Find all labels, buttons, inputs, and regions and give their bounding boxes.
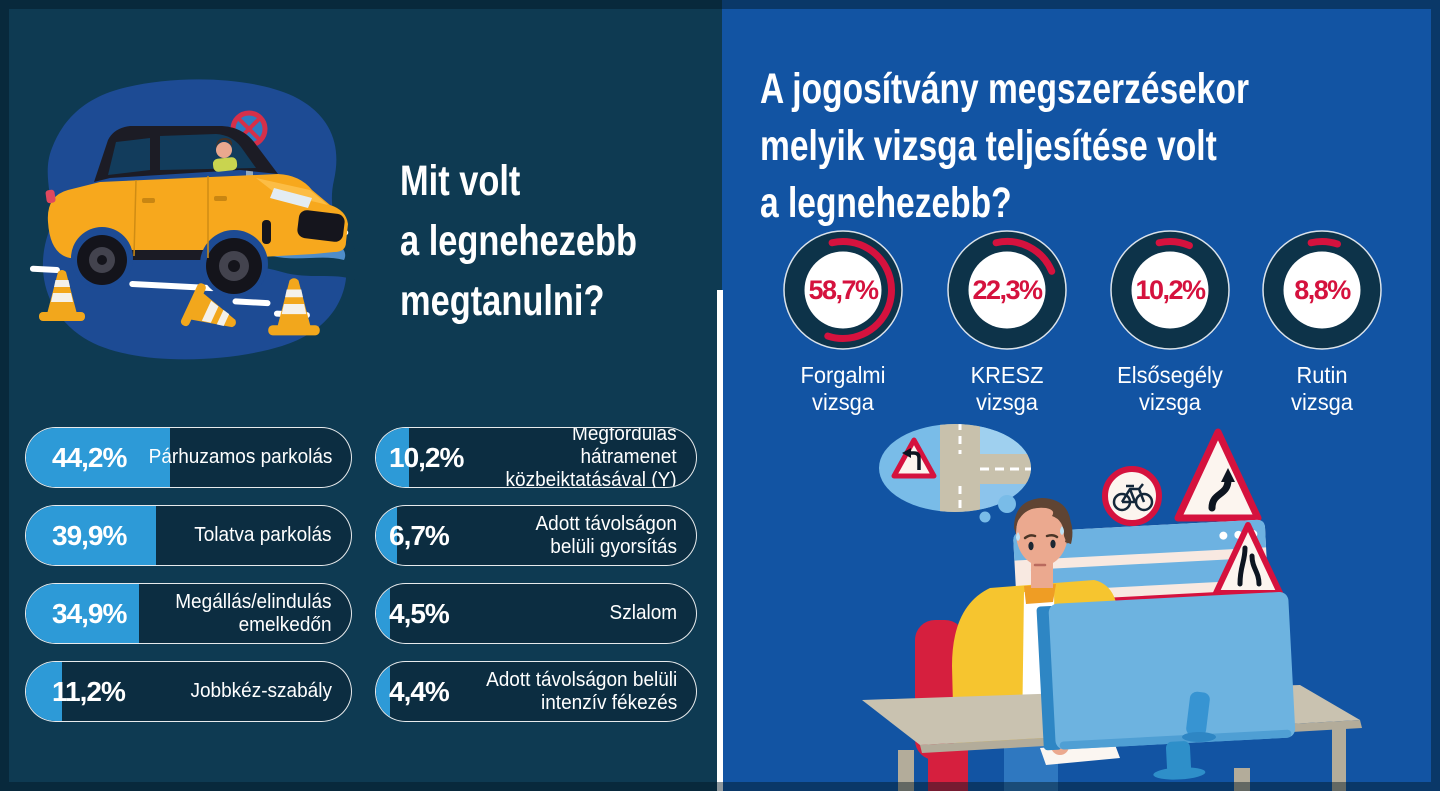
stat-pill-label: Megfordulás hátramenet közbeiktatásával (… <box>475 427 696 488</box>
stat-pill-label-line: közbeiktatásával (Y) <box>505 469 677 488</box>
car-practice-illustration <box>29 79 356 360</box>
gauge-label-line: Forgalmi <box>800 362 886 388</box>
stat-pill-fill <box>26 584 140 643</box>
rear-wheel <box>77 235 127 285</box>
stat-pill-label-line: Adott távolságon belüli <box>485 668 677 691</box>
gauge-label: Forgalmi vizsga <box>758 362 929 416</box>
stat-pill: 39,9% Tolatva parkolás <box>25 505 352 566</box>
phone-stand <box>1182 691 1216 742</box>
gauge-label: Elsősegély vizsga <box>1085 362 1256 416</box>
gauge-label-line: vizsga <box>976 389 1038 415</box>
suv-car <box>45 126 348 298</box>
gauge: 22,3% KRESZ vizsga <box>945 228 1069 415</box>
no-bicycles-sign <box>1102 466 1162 526</box>
left-title-line: megtanulni? <box>400 276 605 325</box>
road-narrows-warning-sign <box>1213 522 1283 596</box>
stat-pill-label: Megállás/elindulás emelkedőn <box>176 591 351 637</box>
stat-pill-fill <box>26 428 170 487</box>
stat-pill-label: Tolatva parkolás <box>195 524 351 547</box>
stat-pill-percent: 4,4% <box>389 675 450 707</box>
gauge-label-line: Elsősegély <box>1117 362 1223 388</box>
left-title-line: Mit volt <box>400 156 521 205</box>
stat-pill-fill <box>376 506 398 565</box>
right-title-line: melyik vizsga teljesítése volt <box>760 121 1217 170</box>
stat-pill-percent: 6,7% <box>389 519 450 551</box>
stat-pill-label: Jobbkéz-szabály <box>190 680 351 703</box>
right-panel: A jogosítvány megszerzésekor melyik vizs… <box>722 0 1440 791</box>
stat-pill-label-line: Adott távolságon <box>535 512 677 535</box>
stat-pill-fill <box>376 584 391 643</box>
gauge-label-line: vizsga <box>1291 389 1353 415</box>
gauge-label: Rutin vizsga <box>1237 362 1408 416</box>
right-title-line: a legnehezebb? <box>760 178 1012 227</box>
stat-pill-label-line: Megállás/elindulás <box>175 590 332 613</box>
stat-pill: 11,2% Jobbkéz-szabály <box>25 661 352 722</box>
gauge: 10,2% Elsősegély vizsga <box>1108 228 1232 415</box>
stat-pill-label-line: Megfordulás hátramenet <box>572 427 677 468</box>
stat-pill-label-line: intenzív fékezés <box>540 691 677 714</box>
gauge-ring <box>1262 230 1382 350</box>
gauge-percent: 58,7% <box>808 274 879 305</box>
stat-pill: 34,9% Megállás/elindulás emelkedőn <box>25 583 352 644</box>
stat-pill-label: Párhuzamos parkolás <box>148 446 351 469</box>
front-wheel <box>206 238 262 294</box>
stat-pill-label-line: Tolatva parkolás <box>194 524 332 546</box>
stat-pill-label-line: Párhuzamos parkolás <box>148 446 332 468</box>
stat-pill-fill <box>376 662 391 721</box>
gauge-label-line: vizsga <box>812 389 874 415</box>
curve-left-warning-sign <box>891 437 937 479</box>
stat-pill-percent: 34,9% <box>52 597 127 629</box>
left-panel: Mit volt a legnehezebb megtanulni? 44,2%… <box>0 0 722 791</box>
right-title-line: A jogosítvány megszerzésekor <box>760 64 1250 113</box>
stat-pill-label: Adott távolságon belüli intenzív fékezés <box>486 669 696 715</box>
right-title: A jogosítvány megszerzésekor melyik vizs… <box>760 61 1249 232</box>
stat-pill: 4,5% Szlalom <box>375 583 697 644</box>
stat-pill: 44,2% Párhuzamos parkolás <box>25 427 352 488</box>
stat-pill-label-line: Jobbkéz-szabály <box>190 680 332 702</box>
stat-pill: 6,7% Adott távolságon belüli gyorsítás <box>375 505 697 566</box>
computer-monitor <box>1036 591 1296 780</box>
panel-divider <box>717 290 723 791</box>
gauge-label-line: KRESZ <box>970 362 1044 388</box>
stat-pill-percent: 44,2% <box>52 441 127 473</box>
stat-pill-fill <box>26 662 63 721</box>
gauge: 58,7% Forgalmi vizsga <box>781 228 905 415</box>
left-title: Mit volt a legnehezebb megtanulni? <box>400 151 637 331</box>
gauge-ring <box>783 230 903 350</box>
gauge-percent: 8,8% <box>1294 274 1351 305</box>
left-title-line: a legnehezebb <box>400 216 638 265</box>
stat-pill-label-line: belüli gyorsítás <box>550 535 677 558</box>
bar-column-2: 10,2% Megfordulás hátramenet közbeiktatásá… <box>375 427 697 722</box>
gauge-ring <box>1110 230 1230 350</box>
driver <box>212 138 238 172</box>
stat-pill-percent: 39,9% <box>52 519 127 551</box>
stat-pill-label-line: emelkedőn <box>239 613 332 636</box>
bar-column-1: 44,2% Párhuzamos parkolás 39,9% Tolatva par… <box>25 427 352 722</box>
stat-pill-fill <box>376 428 409 487</box>
thought-bubble-intersection <box>879 424 1031 523</box>
gauge: 8,8% Rutin vizsga <box>1260 228 1384 415</box>
gauge-percent: 22,3% <box>972 274 1043 305</box>
stat-pill-percent: 4,5% <box>389 597 450 629</box>
stat-pill-label: Adott távolságon belüli gyorsítás <box>535 513 696 559</box>
gauge-label-line: Rutin <box>1296 362 1348 388</box>
stat-pill-label-line: Szlalom <box>609 602 677 624</box>
stat-pill-percent: 10,2% <box>389 441 464 473</box>
stat-pill-percent: 11,2% <box>52 675 126 707</box>
gauge-label-line: vizsga <box>1139 389 1201 415</box>
stat-pill-label: Szlalom <box>609 602 696 625</box>
double-bend-warning-sign <box>1174 428 1262 522</box>
gauge-label: KRESZ vizsga <box>922 362 1093 416</box>
gauge-percent: 10,2% <box>1135 274 1206 305</box>
stat-pill-fill <box>26 506 156 565</box>
stat-pill: 10,2% Megfordulás hátramenet közbeiktatásá… <box>375 427 697 488</box>
exam-study-illustration <box>862 424 1362 791</box>
gauge-ring <box>947 230 1067 350</box>
stat-pill: 4,4% Adott távolságon belüli intenzív féke… <box>375 661 697 722</box>
